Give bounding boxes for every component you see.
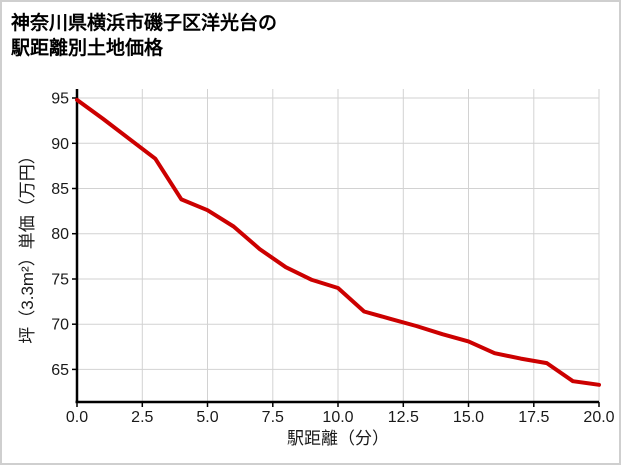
chart-title-line1: 神奈川県横浜市磯子区洋光台の	[11, 13, 278, 34]
x-tick-label: 2.5	[131, 409, 153, 426]
y-tick-label: 75	[51, 272, 69, 289]
y-tick-label: 85	[51, 181, 69, 198]
x-tick-label: 5.0	[196, 409, 218, 426]
y-tick-label: 70	[51, 317, 69, 334]
y-tick-label: 95	[51, 91, 69, 108]
x-tick-label: 0.0	[66, 409, 88, 426]
y-axis-label: 坪（3.3m²）単価（万円）	[18, 147, 37, 343]
x-tick-label: 10.0	[322, 409, 353, 426]
x-tick-label: 12.5	[388, 409, 419, 426]
x-tick-label: 15.0	[453, 409, 484, 426]
chart-title-line2: 駅距離別土地価格	[11, 38, 164, 60]
x-tick-label: 20.0	[583, 409, 614, 426]
y-tick-label: 65	[51, 362, 69, 379]
chart-title: 神奈川県横浜市磯子区洋光台の 駅距離別土地価格	[11, 11, 277, 61]
x-axis-label: 駅距離（分）	[287, 429, 389, 448]
x-tick-label: 7.5	[262, 409, 284, 426]
x-tick-label: 17.5	[518, 409, 549, 426]
y-tick-label: 90	[51, 136, 69, 153]
y-tick-label: 80	[51, 226, 69, 243]
price-line	[75, 97, 601, 387]
